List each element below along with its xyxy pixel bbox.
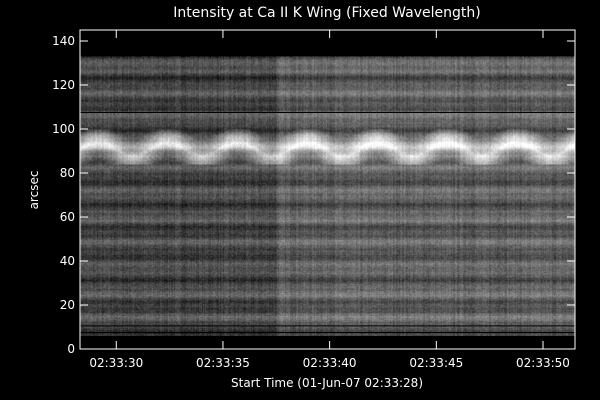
- intensity-raster: [80, 56, 575, 336]
- y-tick-label: 140: [52, 34, 75, 48]
- chart-title: Intensity at Ca II K Wing (Fixed Wavelen…: [173, 5, 480, 21]
- y-tick-label: 80: [60, 166, 75, 180]
- y-tick-label: 60: [60, 210, 75, 224]
- x-tick-label: 02:33:40: [303, 356, 357, 370]
- plot-frame: [79, 29, 576, 350]
- x-axis: 02:33:30 02:33:35 02:33:40 02:33:45 02:33:50: [89, 30, 570, 370]
- y-tick-label: 0: [67, 342, 75, 356]
- y-tick-label: 120: [52, 78, 75, 92]
- x-tick-label: 02:33:35: [196, 356, 250, 370]
- y-tick-label: 20: [60, 298, 75, 312]
- y-tick-label: 40: [60, 254, 75, 268]
- x-tick-label: 02:33:45: [409, 356, 463, 370]
- x-axis-title: Start Time (01-Jun-07 02:33:28): [231, 376, 423, 390]
- y-axis: 0 20 40 60 80 100 120 140: [52, 34, 575, 356]
- y-tick-label: 100: [52, 122, 75, 136]
- x-tick-label: 02:33:50: [516, 356, 570, 370]
- heatmap-image: [80, 56, 575, 336]
- x-tick-label: 02:33:30: [89, 356, 143, 370]
- y-axis-title: arcsec: [27, 171, 41, 210]
